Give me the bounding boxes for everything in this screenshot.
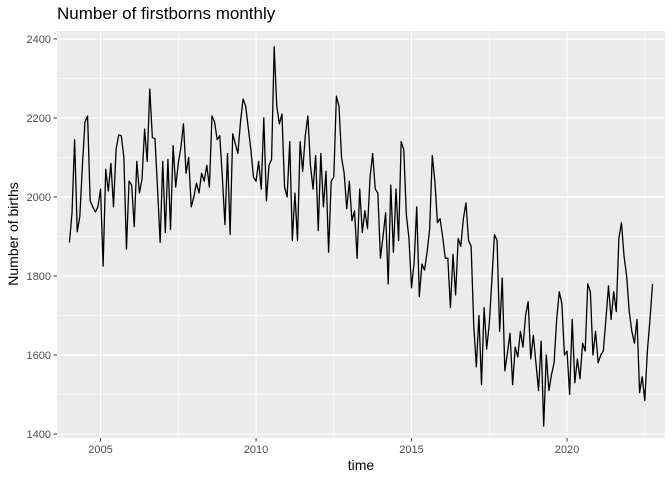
y-tick-label: 2000 (27, 192, 51, 204)
y-axis-title: Number of births (5, 182, 21, 285)
x-axis-title: time (348, 457, 375, 473)
y-tick-label: 1800 (27, 271, 51, 283)
chart-title: Number of firstborns monthly (57, 4, 276, 23)
y-axis: 1400 1600 1800 2000 2200 2400 (27, 34, 57, 441)
y-tick-label: 1600 (27, 350, 51, 362)
x-axis: 2005 2010 2015 2020 (88, 438, 579, 456)
minor-gridlines (57, 31, 665, 438)
series-line (68, 46, 654, 427)
x-tick-label: 2020 (555, 444, 579, 456)
x-tick-label: 2010 (244, 444, 268, 456)
plot-panel (57, 31, 665, 438)
y-tick-label: 1400 (27, 429, 51, 441)
x-tick-label: 2005 (88, 444, 112, 456)
y-tick-label: 2400 (27, 34, 51, 46)
x-tick-label: 2015 (399, 444, 423, 456)
y-tick-label: 2200 (27, 113, 51, 125)
